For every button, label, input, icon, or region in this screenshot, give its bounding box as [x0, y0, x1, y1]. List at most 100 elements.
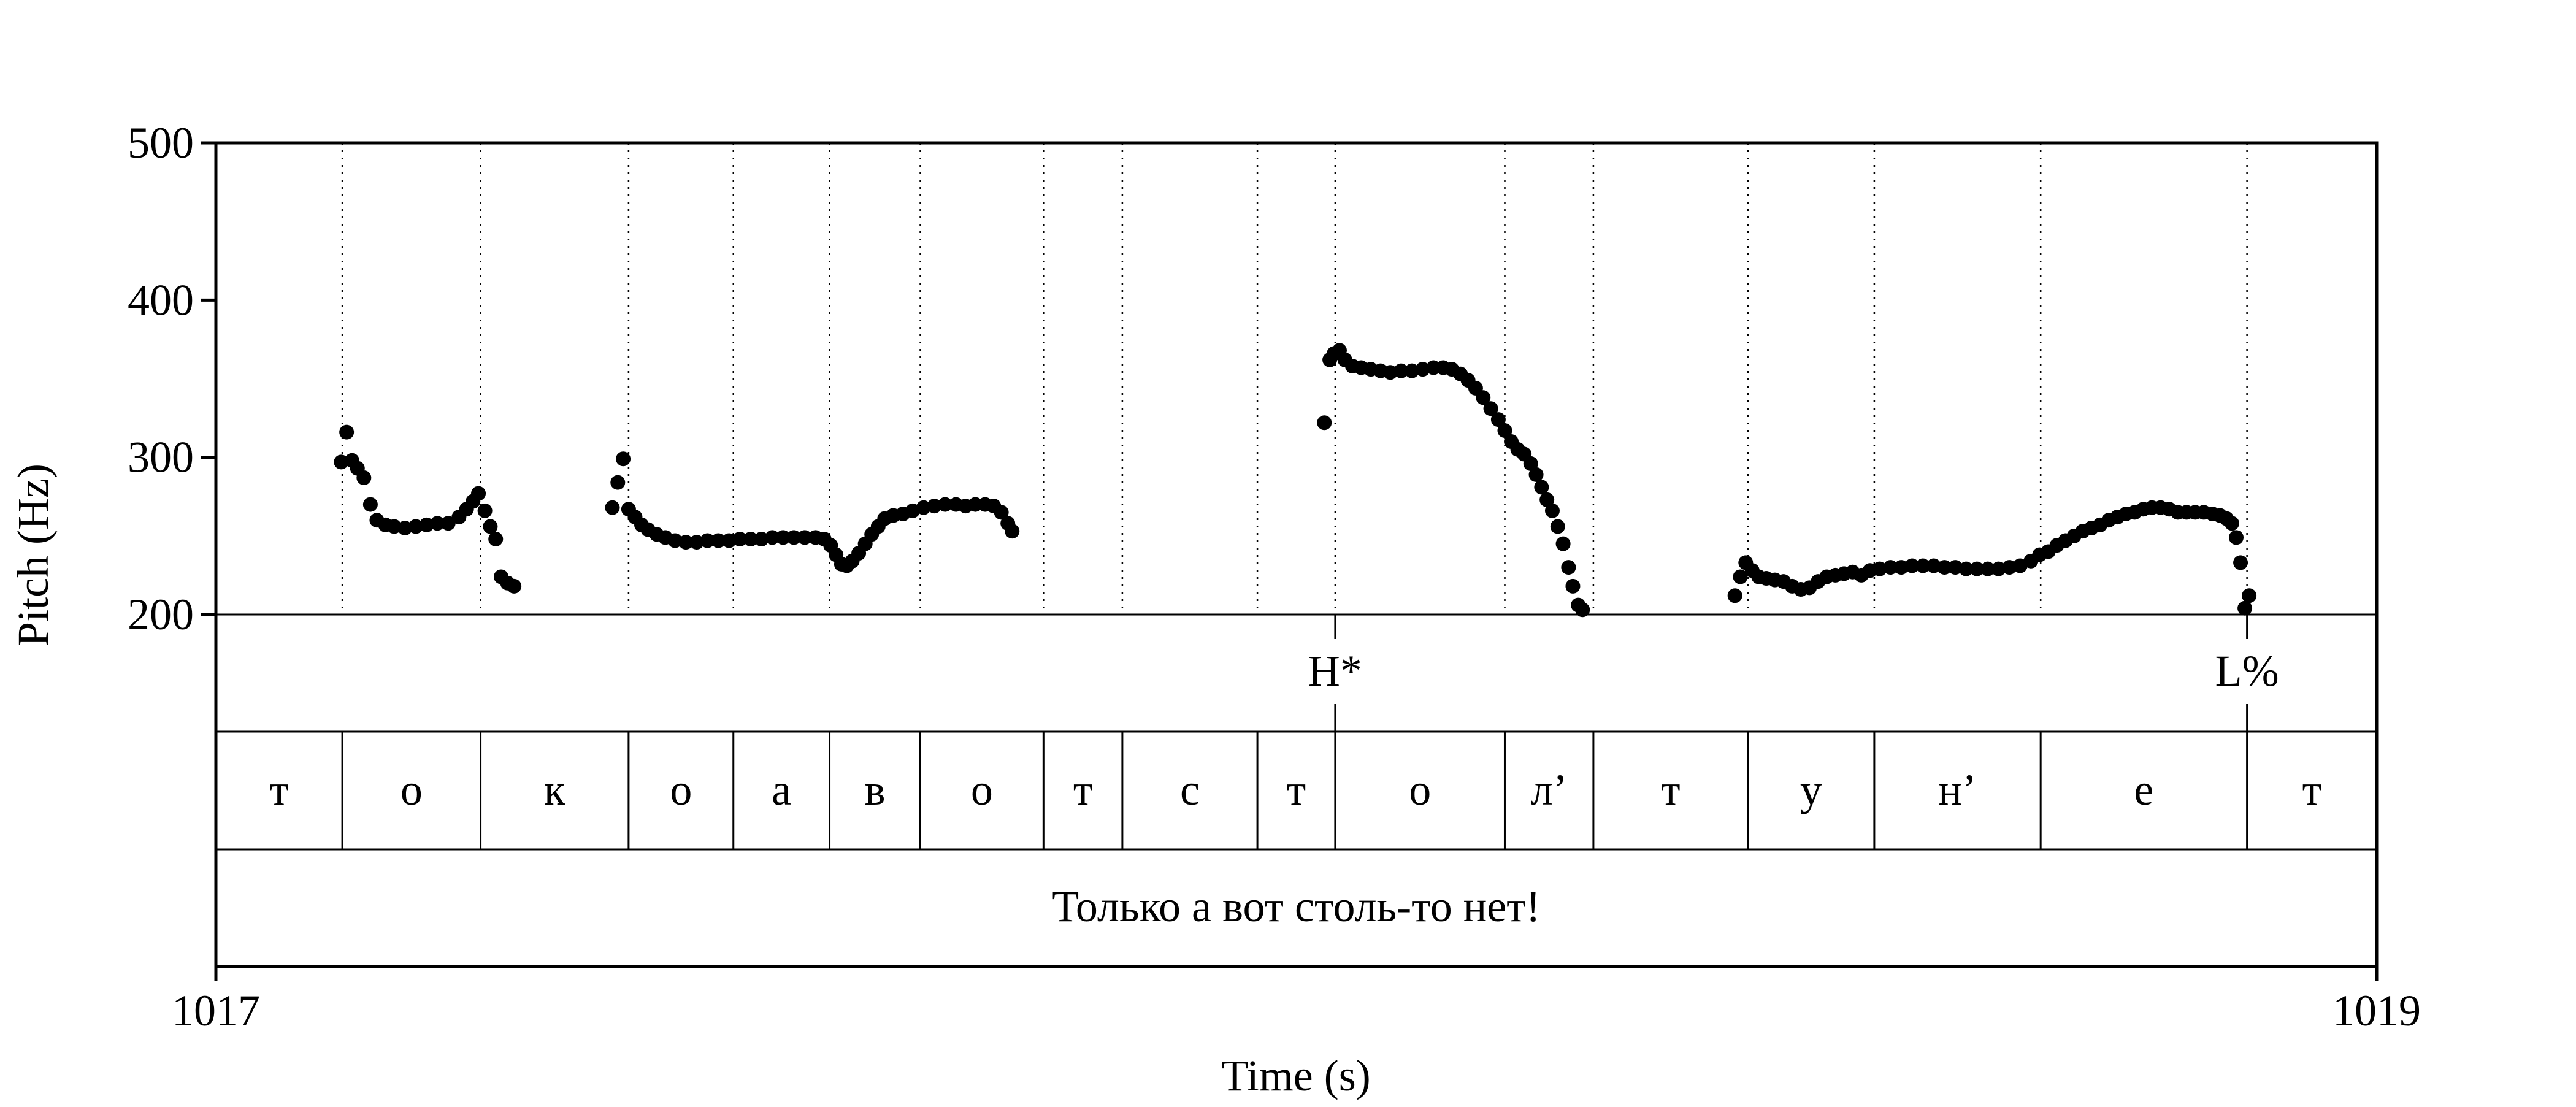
outer-frame	[214, 141, 2379, 968]
pitch-point-0-82	[1393, 363, 1409, 378]
pitch-point-0-102	[1544, 503, 1560, 518]
pitch-point-0-72	[1317, 415, 1332, 431]
segment-label-11: л’	[1531, 765, 1568, 814]
pitch-point-0-26	[616, 451, 631, 467]
segment-label-5: в	[865, 765, 886, 814]
pitch-point-0-44	[786, 530, 802, 545]
pitch-point-0-20	[488, 531, 504, 546]
annotation-tiers: т о к о а в о т с т о л’ т у н’ е т H* L% Только а вот стол…	[216, 613, 2377, 931]
segment-label-15: е	[2134, 765, 2153, 814]
pitch-point-0-9	[397, 521, 413, 536]
pitch-point-0-91	[1476, 390, 1491, 405]
pitch-point-0-166	[2229, 530, 2244, 545]
pitch-point-0-103	[1550, 519, 1565, 534]
pitch-point-0-38	[721, 533, 737, 548]
x-tick-label-1: 1019	[2333, 986, 2421, 1035]
pitch-point-0-36	[700, 533, 715, 548]
segment-label-16: т	[2302, 765, 2321, 814]
x-tick-label-0: 1017	[172, 986, 260, 1035]
segment-label-12: т	[1661, 765, 1680, 814]
pitch-point-0-17	[471, 486, 486, 501]
pitch-point-0-23	[507, 578, 522, 594]
pitch-point-0-0	[334, 454, 349, 470]
y-tick-label-2: 400	[128, 275, 194, 324]
pitch-point-0-133	[1937, 560, 1952, 575]
pitch-point-0-11	[419, 517, 434, 532]
segment-label-3: о	[670, 765, 692, 814]
pitch-point-0-62	[927, 499, 942, 514]
segment-label-0: т	[269, 765, 288, 814]
pitch-point-0-43	[775, 530, 791, 545]
pitch-point-0-71	[1005, 524, 1020, 539]
pitch-point-0-83	[1404, 363, 1419, 378]
pitch-point-0-167	[2233, 555, 2248, 570]
pitch-point-0-131	[1915, 558, 1931, 573]
pitch-point-0-41	[754, 531, 769, 546]
pitch-point-0-132	[1926, 558, 1941, 573]
pitch-point-0-165	[2224, 516, 2239, 531]
pitch-point-0-104	[1555, 536, 1571, 551]
pitch-point-0-40	[743, 531, 758, 546]
pitch-point-0-8	[386, 519, 402, 534]
pitch-point-0-84	[1415, 362, 1430, 377]
segment-label-9: т	[1287, 765, 1306, 814]
pitch-point-0-169	[2242, 588, 2257, 603]
pitch-point-0-106	[1565, 578, 1581, 594]
segment-label-10: о	[1409, 765, 1431, 814]
segment-boundaries	[341, 143, 2248, 849]
pitch-point-0-69	[994, 505, 1009, 520]
segment-label-14: н’	[1938, 765, 1977, 814]
pitch-point-0-33	[667, 533, 683, 548]
pitch-point-0-39	[732, 531, 748, 546]
pitch-point-0-10	[408, 519, 423, 534]
y-tick-label-1: 300	[128, 433, 194, 482]
pitch-point-0-63	[938, 497, 953, 512]
pitch-point-0-5	[362, 497, 378, 512]
pitch-point-0-99	[1528, 467, 1544, 482]
pitch-point-0-129	[1893, 560, 1909, 575]
pitch-point-0-42	[765, 530, 780, 545]
pitch-point-0-130	[1904, 558, 1920, 573]
pitch-points	[334, 343, 2257, 618]
pitch-point-0-127	[1872, 561, 1887, 576]
pitch-point-0-105	[1561, 560, 1576, 575]
pitch-point-0-101	[1539, 492, 1555, 507]
segment-label-4: а	[772, 765, 791, 814]
plot-frame	[214, 141, 2379, 968]
pitch-point-0-1	[339, 424, 355, 440]
axes: 200 300 400 500 1017 1019	[128, 118, 2421, 1035]
x-axis-title: Time (s)	[1221, 1051, 1370, 1100]
segment-label-2: к	[544, 765, 566, 814]
pitch-point-0-61	[916, 500, 931, 515]
sentence-label: Только а вот столь-то нет!	[1052, 882, 1540, 931]
segment-label-6: о	[971, 765, 993, 814]
pitch-point-0-108	[1575, 602, 1590, 618]
segment-label-7: т	[1073, 765, 1092, 814]
pitch-point-0-81	[1382, 365, 1398, 380]
tone-label-0: H*	[1308, 646, 1362, 695]
pitch-point-0-94	[1497, 423, 1512, 439]
pitch-point-0-109	[1727, 588, 1742, 603]
pitch-point-0-13	[440, 516, 456, 531]
y-tick-label-0: 200	[128, 590, 194, 639]
pitch-point-0-168	[2237, 600, 2253, 616]
pitch-point-0-128	[1883, 560, 1898, 575]
pitch-point-0-19	[483, 519, 498, 534]
segment-label-13: у	[1800, 765, 1822, 814]
segment-label-8: с	[1180, 765, 1200, 814]
pitch-point-0-45	[797, 530, 813, 545]
pitch-point-0-136	[1969, 561, 1985, 576]
pitch-point-0-139	[2002, 560, 2017, 575]
pitch-point-0-18	[477, 503, 493, 518]
pitch-point-0-98	[1523, 456, 1538, 471]
pitch-point-0-92	[1483, 401, 1498, 416]
pitch-point-0-100	[1534, 480, 1549, 495]
pitch-point-0-25	[610, 475, 626, 490]
pitch-point-0-37	[711, 533, 726, 548]
pitch-point-0-34	[678, 535, 694, 550]
pitch-point-0-137	[1980, 561, 1995, 576]
pitch-point-0-35	[689, 535, 704, 550]
pitch-point-0-4	[356, 470, 372, 485]
